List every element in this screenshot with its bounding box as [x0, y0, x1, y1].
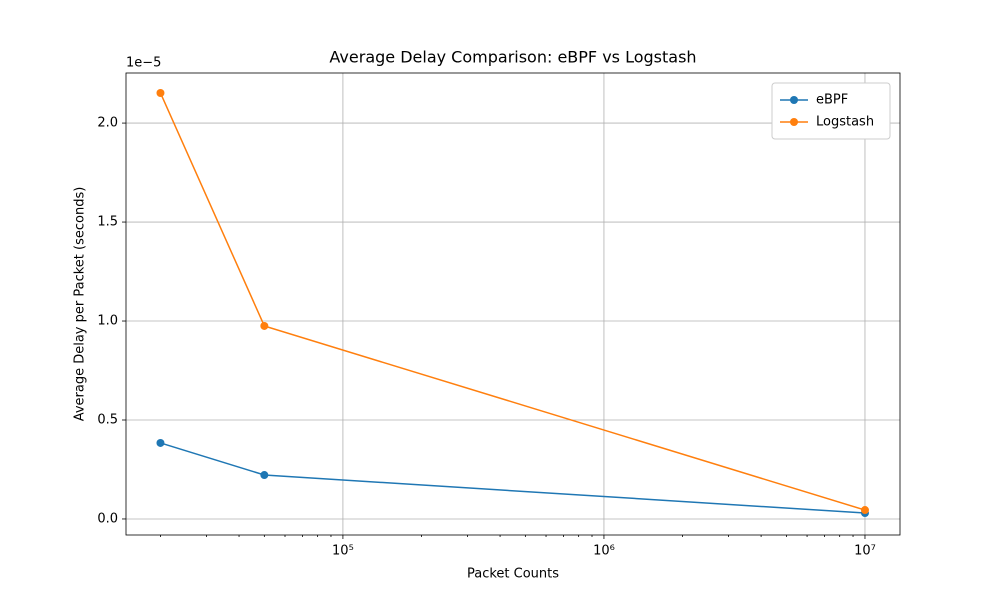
- y-offset-label: 1e−5: [126, 56, 161, 71]
- point: [260, 321, 269, 330]
- chart-title: Average Delay Comparison: eBPF vs Logsta…: [329, 48, 696, 67]
- legend-label: eBPF: [816, 93, 848, 108]
- point: [860, 506, 869, 515]
- y-tick-label: 2.0: [97, 116, 118, 131]
- series-line: [159, 92, 866, 511]
- y-tick-label: 1.5: [97, 215, 118, 230]
- point: [156, 88, 165, 97]
- plot-frame: [125, 72, 901, 536]
- point: [260, 471, 269, 480]
- y-tick-label: 1.0: [97, 314, 118, 329]
- x-axis-label: Packet Counts: [467, 567, 559, 582]
- y-tick-label: 0.5: [97, 412, 118, 427]
- x-tick-label: 10⁶: [593, 544, 615, 559]
- legend-marker: [790, 118, 798, 126]
- legend-box: [771, 82, 891, 140]
- x-tick-label: 10⁷: [854, 544, 876, 559]
- y-tick-label: 0.0: [97, 511, 118, 526]
- legend: eBPF Logstash: [771, 82, 891, 140]
- point: [156, 438, 165, 447]
- x-tick-label: 10⁵: [332, 544, 354, 559]
- legend-label: Logstash: [816, 115, 874, 130]
- y-axis-label: Average Delay per Packet (seconds): [73, 187, 88, 422]
- legend-marker: [790, 96, 798, 104]
